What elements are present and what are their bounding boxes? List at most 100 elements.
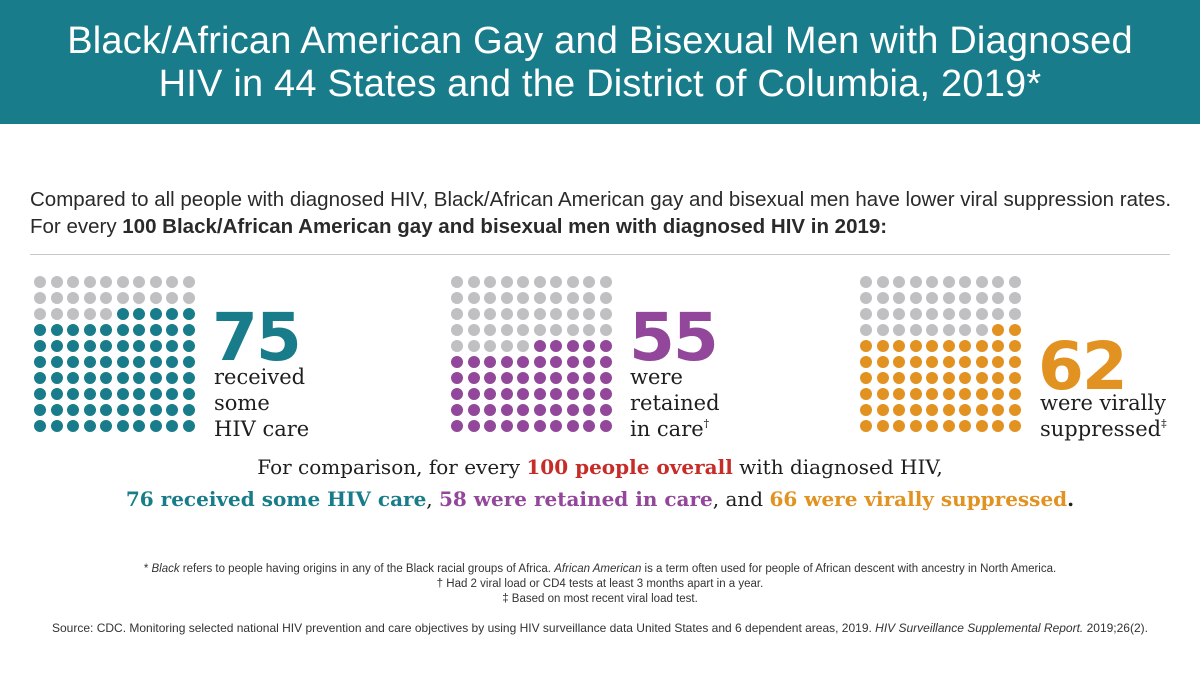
waffle-dot-filled	[467, 420, 480, 432]
waffle-dot-empty	[566, 308, 579, 320]
waffle-dot-empty	[550, 308, 562, 320]
waffle-dot-filled	[926, 340, 938, 352]
waffle-dot-filled	[893, 420, 905, 432]
waffle-dot-filled	[451, 420, 463, 432]
waffle-dot-filled	[133, 388, 145, 400]
waffle-dot-empty	[909, 308, 922, 320]
waffle-dot-filled	[566, 340, 579, 352]
waffle-dot-filled	[959, 356, 971, 368]
waffle-dot-empty	[467, 292, 480, 304]
waffle-dot-filled	[166, 372, 178, 384]
waffle-dot-filled	[50, 372, 63, 384]
waffle-dot-filled	[149, 356, 162, 368]
waffle-dot-empty	[67, 308, 79, 320]
waffle-dot-filled	[975, 420, 988, 432]
waffle-dot-filled	[909, 356, 922, 368]
waffle-dot-filled	[182, 340, 195, 352]
waffle-dot-filled	[149, 308, 162, 320]
title-line-1: Black/African American Gay and Bisexual …	[67, 20, 1133, 62]
footnote-aa-term: African American	[554, 563, 642, 575]
waffle-dot-filled	[583, 420, 595, 432]
source-volume: 2019;26(2).	[1083, 621, 1148, 635]
intro-bold-text: 100 Black/African American gay and bisex…	[122, 215, 888, 238]
waffle-dot-filled	[599, 372, 612, 384]
waffle-dot-empty	[566, 276, 579, 288]
waffle-dot-empty	[133, 292, 145, 304]
waffle-dot-filled	[959, 404, 971, 416]
waffle-dot-empty	[467, 308, 480, 320]
waffle-dot-filled	[133, 420, 145, 432]
waffle-dot-filled	[149, 388, 162, 400]
waffle-dot-filled	[1008, 356, 1021, 368]
waffle-dot-filled	[133, 340, 145, 352]
waffle-dot-empty	[34, 276, 46, 288]
waffle-dot-empty	[116, 276, 129, 288]
divider	[30, 254, 1170, 255]
waffle-dot-filled	[975, 340, 988, 352]
waffle-dot-filled	[116, 340, 129, 352]
waffle-dot-empty	[182, 276, 195, 288]
waffle-dot-filled	[116, 308, 129, 320]
waffle-dot-empty	[451, 276, 463, 288]
waffle-dot-filled	[67, 372, 79, 384]
waffle-dot-filled	[517, 388, 529, 400]
waffle-dot-filled	[992, 420, 1004, 432]
waffle-dot-empty	[83, 308, 96, 320]
waffle-dot-filled	[975, 356, 988, 368]
waffle-dot-filled	[876, 388, 889, 400]
waffle-dot-filled	[550, 388, 562, 400]
waffle-dot-empty	[550, 276, 562, 288]
waffle-dot-filled	[451, 404, 463, 416]
waffle-dot-empty	[566, 292, 579, 304]
waffle-dot-empty	[583, 308, 595, 320]
waffle-dot-filled	[500, 420, 513, 432]
waffle-dot-filled	[992, 388, 1004, 400]
waffle-dot-filled	[860, 404, 872, 416]
waffle-dot-filled	[67, 388, 79, 400]
waffle-dot-empty	[533, 308, 546, 320]
waffle-dot-filled	[83, 372, 96, 384]
waffle-dot-filled	[583, 388, 595, 400]
waffle-dot-empty	[860, 324, 872, 336]
waffle-dot-filled	[566, 388, 579, 400]
waffle-dot-empty	[467, 324, 480, 336]
footnote-aa-def: is a term often used for people of Afric…	[641, 563, 1057, 575]
waffle-dot-empty	[876, 276, 889, 288]
waffle-dot-empty	[500, 292, 513, 304]
waffle-dot-filled	[166, 340, 178, 352]
waffle-dot-filled	[893, 388, 905, 400]
waffle-dot-empty	[926, 308, 938, 320]
waffle-dot-filled	[467, 356, 480, 368]
waffle-dot-empty	[83, 292, 96, 304]
waffle-dot-filled	[100, 356, 112, 368]
waffle-dot-filled	[133, 372, 145, 384]
waffle-dot-empty	[893, 308, 905, 320]
waffle-dot-filled	[942, 356, 955, 368]
comparison-intro-end: with diagnosed HIV,	[732, 455, 943, 479]
waffle-dot-filled	[992, 404, 1004, 416]
waffle-dot-empty	[484, 292, 496, 304]
waffle-dot-filled	[893, 372, 905, 384]
waffle-chart-suppressed	[860, 276, 1021, 432]
waffle-dot-empty	[860, 308, 872, 320]
title-banner: Black/African American Gay and Bisexual …	[0, 0, 1200, 124]
waffle-dot-filled	[566, 372, 579, 384]
waffle-dot-empty	[942, 292, 955, 304]
footnote-black-term: Black	[151, 563, 180, 575]
waffle-dot-empty	[860, 292, 872, 304]
waffle-dot-filled	[83, 420, 96, 432]
waffle-dot-filled	[83, 324, 96, 336]
waffle-dot-filled	[860, 372, 872, 384]
waffle-dot-filled	[116, 324, 129, 336]
waffle-dot-empty	[893, 276, 905, 288]
waffle-dot-empty	[1008, 308, 1021, 320]
source-text: Source: CDC. Monitoring selected nationa…	[52, 621, 876, 635]
stat-value-care: 75	[212, 299, 302, 376]
waffle-dot-filled	[893, 340, 905, 352]
waffle-dot-filled	[133, 404, 145, 416]
waffle-dot-filled	[517, 356, 529, 368]
waffle-dot-filled	[166, 388, 178, 400]
waffle-dot-filled	[116, 420, 129, 432]
waffle-dot-filled	[926, 404, 938, 416]
waffle-dot-filled	[566, 356, 579, 368]
